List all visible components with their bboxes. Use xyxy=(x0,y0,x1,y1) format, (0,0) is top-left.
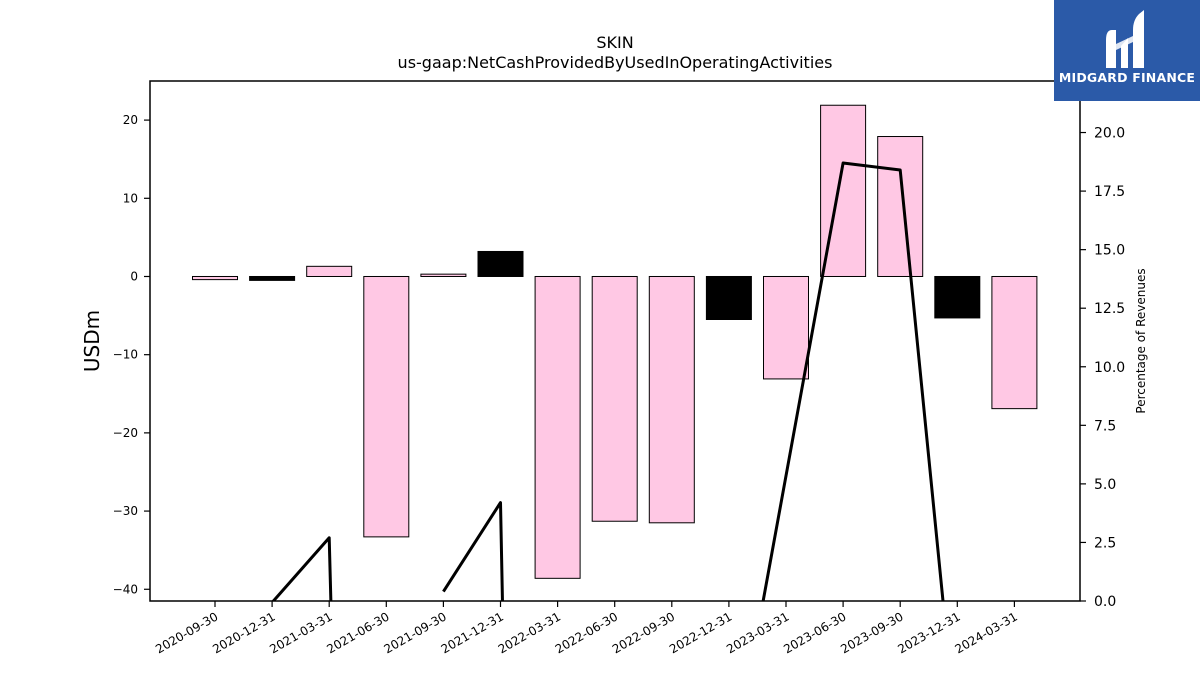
y-tick-label: −30 xyxy=(113,504,138,518)
y2-tick-label: 7.5 xyxy=(1094,418,1116,434)
x-tick-label: 2021-03-31 xyxy=(267,609,334,656)
x-tick-label: 2023-06-30 xyxy=(781,609,848,656)
x-tick-label: 2023-09-30 xyxy=(838,609,905,656)
bar-2021-06-30 xyxy=(363,275,410,538)
y2-tick-label: 0.0 xyxy=(1094,594,1116,610)
x-axis: 2020-09-302020-12-312021-03-312021-06-30… xyxy=(153,601,1020,656)
bar-2022-09-30 xyxy=(648,275,695,524)
x-tick-label: 2021-12-31 xyxy=(439,609,506,656)
y-tick-label: 0 xyxy=(130,269,138,283)
y2-tick-label: 20.0 xyxy=(1094,126,1125,142)
x-tick-label: 2022-03-31 xyxy=(496,609,563,656)
x-tick-label: 2023-03-31 xyxy=(724,609,791,656)
y-axis: 20 10 0 −10 −20 −30 −40 xyxy=(113,113,150,596)
bar-2021-03-31 xyxy=(306,265,353,277)
x-tick-label: 2024-03-31 xyxy=(952,609,1019,656)
x-tick-label: 2022-06-30 xyxy=(553,609,620,656)
line-segment-1 xyxy=(271,536,333,601)
y-axis-label: USDm xyxy=(80,310,104,372)
x-tick-label: 2021-09-30 xyxy=(381,609,448,656)
x-tick-label: 2020-09-30 xyxy=(153,609,220,656)
y-tick-label: −40 xyxy=(113,582,138,596)
y-tick-label: 20 xyxy=(123,113,138,127)
bar-2024-03-31 xyxy=(991,275,1038,410)
y2-tick-label: 12.5 xyxy=(1094,301,1125,317)
bar-2021-12-31 xyxy=(477,250,524,277)
y-tick-label: −20 xyxy=(113,426,138,440)
y2-axis: 0.0 2.5 5.0 7.5 10.0 12.5 15.0 17.5 20.0 xyxy=(1080,126,1125,610)
bar-2020-09-30 xyxy=(192,275,238,281)
y-tick-label: 10 xyxy=(123,191,138,205)
y2-tick-label: 10.0 xyxy=(1094,360,1125,376)
y2-tick-label: 17.5 xyxy=(1094,184,1125,200)
y-tick-label: −10 xyxy=(113,348,138,362)
bar-2023-12-31 xyxy=(934,275,981,319)
line-segment-2 xyxy=(442,501,504,601)
bar-group xyxy=(192,104,1038,579)
line-segment-3 xyxy=(761,161,945,601)
bar-2023-03-31 xyxy=(763,275,809,380)
x-tick-label: 2021-06-30 xyxy=(324,609,391,656)
logo-mark-icon xyxy=(1106,10,1144,68)
bar-2022-12-31 xyxy=(705,275,752,320)
bar-2022-06-30 xyxy=(591,275,638,522)
y2-axis-label: Percentage of Revenues xyxy=(1134,268,1148,413)
bar-2023-09-30 xyxy=(877,136,924,277)
logo-text: MIDGARD FINANCE xyxy=(1058,70,1196,85)
chart-subtitle: us-gaap:NetCashProvidedByUsedInOperating… xyxy=(398,53,833,72)
y2-tick-label: 15.0 xyxy=(1094,243,1125,259)
y2-tick-label: 5.0 xyxy=(1094,477,1116,493)
bar-2020-12-31 xyxy=(249,275,296,281)
x-tick-label: 2023-12-31 xyxy=(895,609,962,656)
y2-tick-label: 2.5 xyxy=(1094,535,1116,551)
line-group xyxy=(271,161,945,601)
x-tick-label: 2022-09-30 xyxy=(610,609,677,656)
x-tick-label: 2020-12-31 xyxy=(210,609,277,656)
chart-title: SKIN xyxy=(596,33,633,52)
brand-logo: MIDGARD FINANCE xyxy=(1054,0,1200,101)
bar-2021-09-30 xyxy=(420,273,467,277)
bar-2022-03-31 xyxy=(534,275,581,579)
x-tick-label: 2022-12-31 xyxy=(667,609,734,656)
